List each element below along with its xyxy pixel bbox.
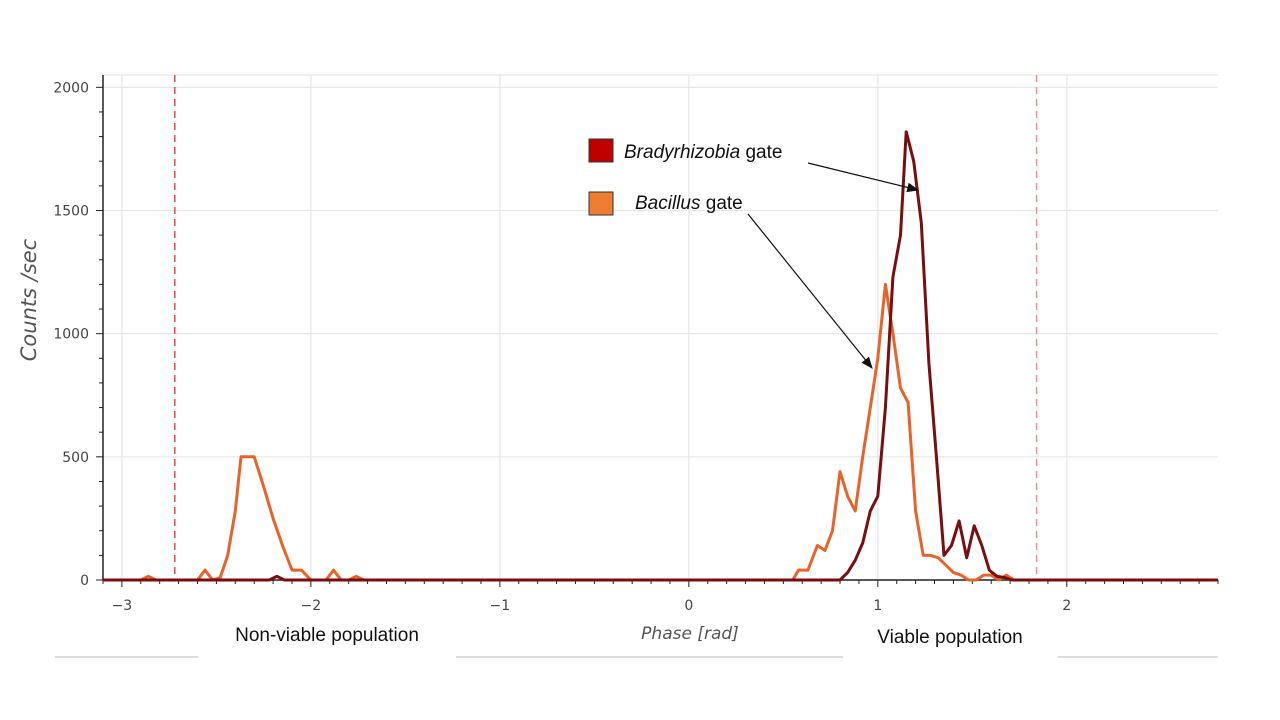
non-viable-population-label: Non-viable population: [235, 625, 419, 646]
bradyrhizobia-arrow: [807, 162, 920, 193]
gate-lines: [174, 75, 1038, 580]
x-tick-label-3: 0: [684, 598, 693, 614]
legend-label-bradyrhizobia: Bradyrhizobia gate: [624, 142, 782, 163]
bacillus-arrow: [747, 213, 873, 369]
y-tick-label-1: 500: [62, 450, 89, 466]
x-tick-label-0: −3: [112, 598, 133, 614]
y-tick-label-2: 1000: [53, 327, 89, 343]
y-tick-label-3: 1500: [53, 203, 89, 219]
y-tick-label-0: 0: [80, 573, 89, 589]
y-tick-label-4: 2000: [53, 80, 89, 96]
legend-swatch-bacillus: [588, 191, 614, 216]
series-lines: [103, 130, 1218, 582]
tick-labels: −3 −2 −1 0 1 2 0 500 1000 1500 2000: [53, 80, 1071, 614]
x-tick-label-4: 1: [873, 598, 882, 614]
legend: Bradyrhizobia gate Bacillus gate: [588, 138, 782, 216]
series-line-bradyrhizobia-gate: [103, 130, 1218, 582]
x-tick-label-1: −2: [301, 598, 322, 614]
viable-population-label: Viable population: [877, 627, 1022, 648]
x-tick-label-2: −1: [490, 598, 511, 614]
y-axis-title: Counts /sec: [17, 238, 41, 361]
legend-label-bacillus: Bacillus gate: [635, 193, 743, 214]
series-line-bacillus-gate: [103, 282, 1218, 582]
x-tick-label-5: 2: [1062, 598, 1071, 614]
legend-swatch-bradyrhizobia: [588, 138, 614, 163]
x-axis-title: Phase [rad]: [641, 624, 739, 644]
